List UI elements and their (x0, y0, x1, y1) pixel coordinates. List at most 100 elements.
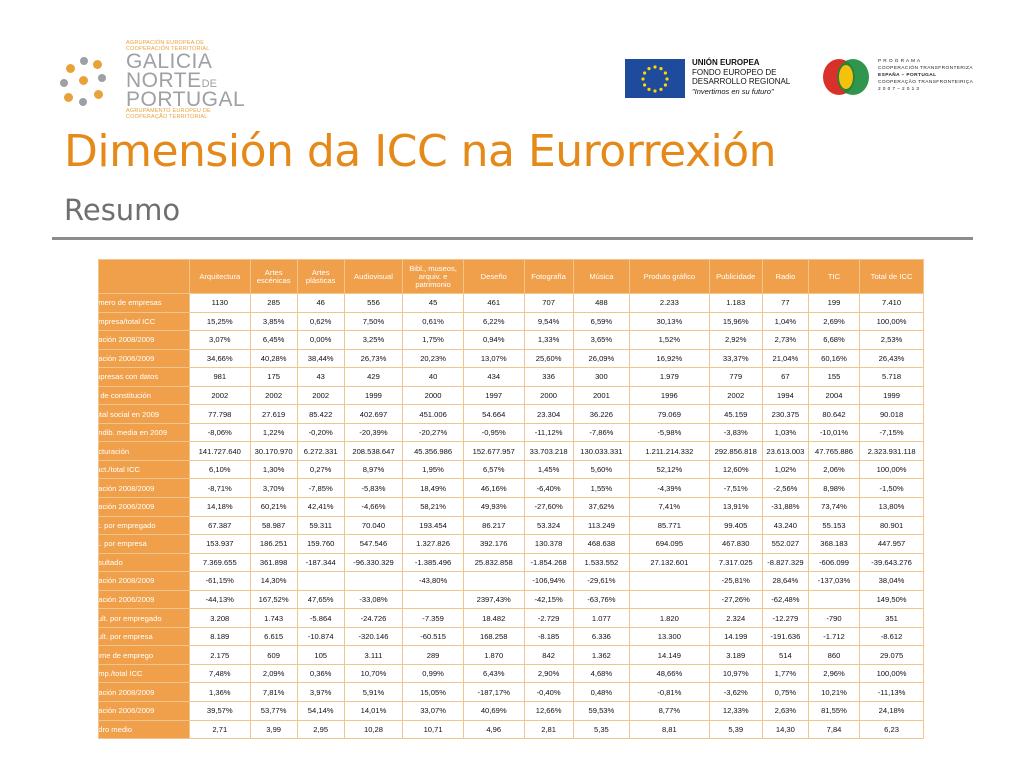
table-cell: 2,09% (249, 663, 298, 684)
table-cell: 5,35 (572, 719, 631, 740)
row-label-text: esultado (98, 557, 123, 567)
table-cell: -191.636 (761, 626, 809, 647)
table-cell: 1,04% (761, 311, 809, 332)
table-cell: 402.697 (343, 404, 404, 424)
table-cell: 24,18% (859, 701, 924, 721)
table-cell: 0,48% (572, 682, 631, 703)
table-cell: -7,15% (859, 422, 924, 443)
table-cell: -1.385.496 (402, 552, 464, 573)
table-cell: -0,81% (629, 682, 710, 703)
eu-line-2: FONDO EUROPEO DE (692, 67, 777, 77)
table-cell: 6.615 (249, 626, 298, 647)
table-cell: -106,94% (523, 571, 574, 591)
logo-word-galicia: GALICIA (126, 50, 213, 73)
row-label-text: riación 2006/2009 (98, 595, 155, 605)
table-cell: 3,07% (188, 330, 251, 350)
table-row: riación 2006/2009 14,18% 60,21% 42,41% -4,66… (98, 497, 924, 517)
table-cell: 1,95% (402, 459, 464, 480)
row-label-text: riación 2008/2009 (98, 576, 155, 586)
table-cell: 8,97% (343, 459, 404, 480)
table-row: riación 2006/2009 -44,13% 167,52% 47,65% -33… (98, 589, 924, 610)
table-cell: 6,68% (807, 330, 861, 350)
table-body: úmero de empresas 1130 285 46 556 45 461 707 488… (98, 293, 924, 740)
table-cell: -187.344 (296, 552, 345, 573)
table-cell: 2000 (402, 385, 464, 406)
table-cell: 40,69% (462, 701, 525, 721)
table-cell: 25.832.858 (462, 552, 525, 573)
table-cell: 1.870 (462, 645, 525, 665)
icc-summary-table: Arquitectura Artes escénicas Artes plástic… (98, 259, 924, 740)
logo-dots-icon (58, 54, 118, 110)
table-cell: 153.937 (188, 534, 251, 554)
table-cell: 1,03% (761, 422, 809, 443)
table-cell: 5.718 (859, 367, 924, 387)
table-cell: 175 (249, 367, 298, 387)
table-cell: -187,17% (462, 682, 525, 703)
row-label-text: sult. por empregado (98, 613, 162, 623)
table-cell: 981 (188, 367, 251, 387)
table-cell: 9,54% (523, 311, 574, 332)
table-cell: 6,57% (462, 459, 525, 480)
table-cell: 130.378 (523, 534, 574, 554)
table-cell: 609 (249, 645, 298, 665)
table-cell: 12,66% (523, 701, 574, 721)
table-row: úmero de empresas 1130 285 46 556 45 461 707 488… (98, 293, 924, 313)
row-label: esultado (98, 552, 190, 573)
table-cell: 7,81% (249, 682, 298, 703)
table-cell: -10.874 (296, 626, 345, 647)
table-cell: 167,52% (249, 589, 298, 610)
table-cell: 45.356.986 (402, 441, 464, 461)
table-cell: -0,20% (296, 422, 345, 443)
table-cell: -60.515 (402, 626, 464, 647)
table-cell: 1999 (343, 385, 404, 406)
table-header-cell: Produto gráfico (629, 259, 710, 294)
table-cell: 199 (807, 293, 861, 313)
table-header-corner (98, 259, 190, 294)
table-cell: 33,07% (402, 701, 464, 721)
table-cell: 1,22% (249, 422, 298, 443)
table-cell: 1.183 (708, 293, 763, 313)
table-cell: 2002 (188, 385, 251, 406)
row-label: lume de emprego (98, 645, 190, 665)
table-cell: 130.033.331 (572, 441, 631, 461)
table-cell: 5,91% (343, 682, 404, 703)
table-cell: 2,69% (807, 311, 861, 332)
table-cell: 30.170.970 (249, 441, 298, 461)
table-cell: 4,96 (462, 719, 525, 740)
table-cell: 434 (462, 367, 525, 387)
table-cell: 38,04% (859, 571, 924, 591)
table-cell: -1.712 (807, 626, 861, 647)
table-cell: 2,73% (761, 330, 809, 350)
table-row: ct. por empregado 67.387 58.987 59.311 70.04… (98, 515, 924, 536)
table-cell: 3,70% (249, 478, 298, 499)
table-cell: -7,85% (296, 478, 345, 499)
table-cell: -8.185 (523, 626, 574, 647)
table-cell: 34,66% (188, 348, 251, 369)
row-label-text: emp./total ICC (98, 669, 143, 679)
table-cell: -33,08% (343, 589, 404, 610)
table-cell: 152.677.957 (462, 441, 525, 461)
row-label-text: sult. por empresa (98, 632, 153, 642)
row-label-text: ct. por empresa (98, 539, 147, 549)
table-cell: 514 (761, 645, 809, 665)
table-cell: 46 (296, 293, 345, 313)
table-cell: 1,77% (761, 663, 809, 684)
table-cell: 13.300 (629, 626, 710, 647)
table-cell: 368.183 (807, 534, 861, 554)
table-row: riación 2006/2009 34,66% 40,28% 38,44% 26,73… (98, 348, 924, 369)
table-cell: 15,25% (188, 311, 251, 332)
table-row: riación 2006/2009 39,57% 53,77% 54,14% 14,01… (98, 701, 924, 721)
table-cell: 3.189 (708, 645, 763, 665)
table-cell: 2,81 (523, 719, 574, 740)
table-cell: -11,12% (523, 422, 574, 443)
table-cell: 70.040 (343, 515, 404, 536)
table-cell: 73,74% (807, 497, 861, 517)
table-cell: 2.175 (188, 645, 251, 665)
table-cell: -7.359 (402, 608, 464, 628)
table-cell: 48,66% (629, 663, 710, 684)
table-cell: -27,60% (523, 497, 574, 517)
row-label: sult. por empresa (98, 626, 190, 647)
table-cell: -7,86% (572, 422, 631, 443)
table-row: lume de emprego 2.175 609 105 3.111 289 1.870 8… (98, 645, 924, 665)
table-cell: 451.006 (402, 404, 464, 424)
